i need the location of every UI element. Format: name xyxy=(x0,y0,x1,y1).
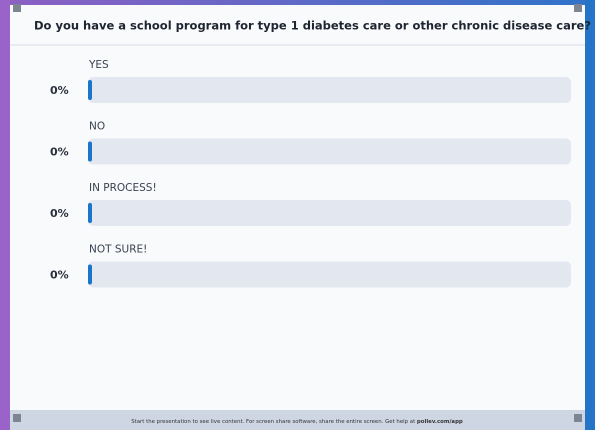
footer-text: Start the presentation to see live conte… xyxy=(131,419,463,425)
corner xyxy=(574,4,582,12)
option-label: YES xyxy=(88,59,109,71)
bar-start xyxy=(88,264,92,285)
corner xyxy=(574,414,582,422)
bar-track xyxy=(88,138,571,165)
bar-start xyxy=(88,203,92,223)
top-border xyxy=(0,0,595,5)
footer-bar xyxy=(10,410,585,430)
corner xyxy=(13,414,21,422)
left-border xyxy=(0,0,10,430)
corner xyxy=(13,4,21,12)
percent-label: 0% xyxy=(50,207,69,220)
bar-track xyxy=(88,200,571,226)
question-title: Do you have a school program for type 1 … xyxy=(34,19,591,33)
option-label: IN PROCESS! xyxy=(89,182,157,194)
bar-track xyxy=(88,261,571,288)
percent-label: 0% xyxy=(50,146,69,159)
percent-label: 0% xyxy=(50,84,69,97)
footer-link: pollev.com/app xyxy=(417,419,463,425)
bar-start xyxy=(88,80,92,100)
bar-start xyxy=(88,141,92,162)
right-border xyxy=(585,0,595,430)
bar-track xyxy=(88,77,571,103)
option-label: NOT SURE! xyxy=(89,244,147,256)
option-label: NO xyxy=(89,121,105,133)
percent-label: 0% xyxy=(50,269,69,282)
footer-message: Start the presentation to see live conte… xyxy=(131,419,415,425)
